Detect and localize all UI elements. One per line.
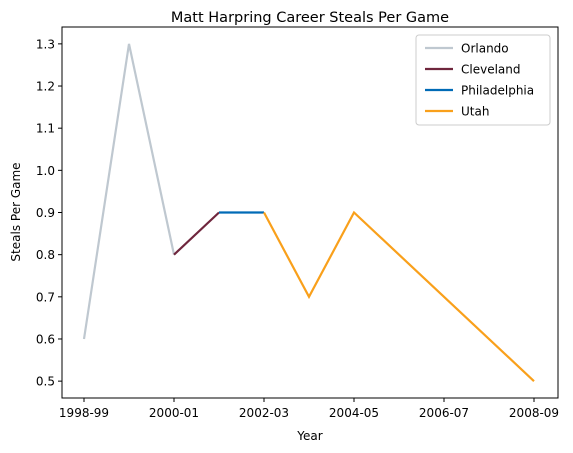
x-tick-label: 2008-09 (509, 406, 559, 420)
y-tick-label: 1.3 (36, 37, 55, 51)
x-tick-label: 2002-03 (239, 406, 289, 420)
legend-label-orlando: Orlando (461, 42, 509, 56)
legend-label-cleveland: Cleveland (461, 63, 521, 77)
y-tick-label: 0.9 (36, 206, 55, 220)
legend-label-utah: Utah (461, 105, 489, 119)
legend-label-philadelphia: Philadelphia (461, 84, 534, 98)
y-axis-title: Steals Per Game (9, 162, 23, 261)
y-tick-label: 1.2 (36, 80, 55, 94)
x-tick-label: 2000-01 (149, 406, 199, 420)
y-tick-label: 1.1 (36, 122, 55, 136)
y-tick-label: 0.8 (36, 248, 55, 262)
series-line-cleveland (173, 211, 220, 256)
series-line-orlando (82, 43, 176, 340)
series-line-utah (263, 210, 535, 382)
y-tick-label: 0.5 (36, 375, 55, 389)
y-tick-label: 0.7 (36, 290, 55, 304)
chart-title: Matt Harpring Career Steals Per Game (171, 10, 449, 26)
x-axis: 1998-99 2000-01 2002-03 2004-05 2006-07 2008-… (59, 398, 559, 420)
x-tick-label: 2006-07 (419, 406, 469, 420)
legend-box (415, 34, 551, 126)
x-axis-title: Year (296, 429, 322, 443)
y-tick-label: 0.6 (36, 332, 55, 346)
y-axis: 0.5 0.6 0.7 0.8 0.9 1.0 1.1 1.2 1.3 (36, 37, 62, 389)
x-tick-label: 1998-99 (59, 406, 109, 420)
x-tick-label: 2004-05 (329, 406, 379, 420)
legend: Orlando Cleveland Philadelphia Utah (415, 34, 551, 126)
y-tick-label: 1.0 (36, 164, 55, 178)
plot-area (82, 43, 535, 382)
